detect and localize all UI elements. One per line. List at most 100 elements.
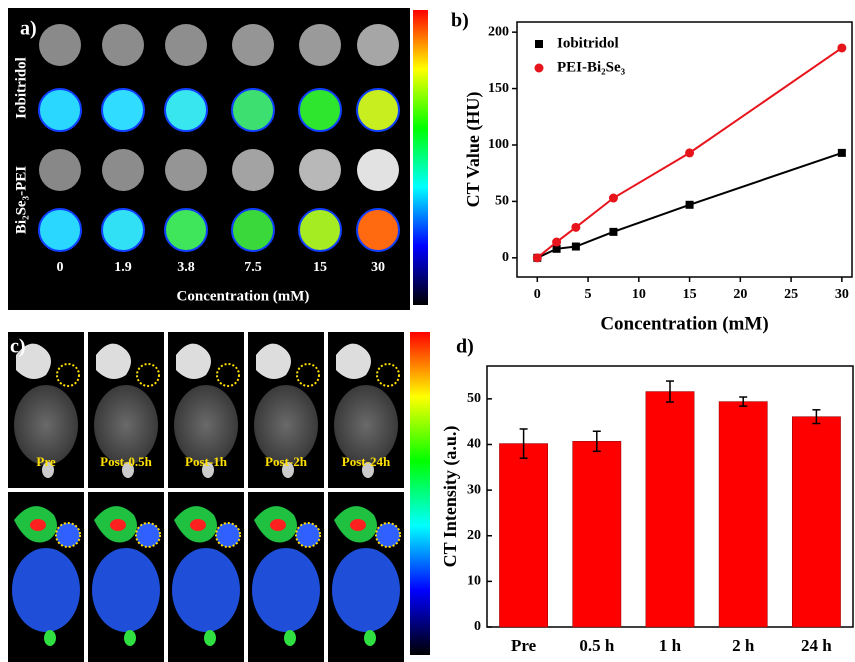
point	[533, 253, 542, 262]
y-tick-label: 50	[495, 194, 509, 209]
point	[686, 201, 694, 209]
legend-marker	[535, 40, 543, 48]
point	[837, 43, 846, 52]
phantom	[232, 209, 274, 251]
phantom	[39, 209, 81, 251]
y-tick-label: 0	[502, 250, 509, 265]
phantom	[357, 149, 399, 191]
point	[685, 148, 694, 157]
phantom	[232, 89, 274, 131]
phantom	[357, 209, 399, 251]
x-tick-label: 1 h	[659, 636, 682, 655]
panel-label: d)	[456, 336, 474, 358]
phantom	[39, 24, 81, 66]
y-tick-label: 30	[467, 482, 481, 497]
time-label: Post-0.5h	[100, 454, 152, 469]
point	[571, 223, 580, 232]
time-label: Post-24h	[342, 454, 391, 469]
hotspot	[190, 519, 206, 531]
point	[572, 243, 580, 251]
hotspot	[350, 519, 366, 531]
bar	[719, 402, 767, 627]
column-label: 0	[57, 260, 64, 275]
bladder	[124, 630, 136, 646]
phantom	[357, 24, 399, 66]
legend-label: PEI-Bi₂Se₃	[557, 59, 626, 75]
column-label: 1.9	[114, 260, 132, 275]
bar	[499, 444, 547, 627]
point	[609, 194, 618, 203]
legend-marker	[535, 64, 544, 73]
body	[12, 548, 80, 632]
bar	[573, 441, 621, 627]
phantom	[357, 89, 399, 131]
y-tick-label: 50	[467, 391, 481, 406]
body	[332, 548, 400, 632]
phantom	[299, 149, 341, 191]
body	[252, 548, 320, 632]
axis-label: Concentration (mM)	[177, 288, 310, 304]
hotspot	[110, 519, 126, 531]
x-tick-label: 10	[632, 287, 646, 302]
row-label: Iobitridol	[13, 57, 29, 119]
tumor-marker	[216, 523, 240, 547]
tumor-marker	[376, 523, 400, 547]
phantom	[102, 209, 144, 251]
panel-label: a)	[20, 18, 37, 40]
x-tick-label: 25	[784, 287, 798, 302]
phantom	[165, 209, 207, 251]
bar	[646, 392, 694, 627]
bladder	[44, 630, 56, 646]
column-label: 15	[313, 260, 327, 275]
bar	[792, 417, 840, 627]
time-label: Post-1h	[185, 454, 228, 469]
y-axis-label: CT Intensity (a.u.)	[440, 426, 461, 568]
x-tick-label: 20	[733, 287, 747, 302]
time-label: Pre	[36, 454, 55, 469]
y-axis-label: CT Value (HU)	[463, 92, 484, 208]
phantom	[102, 149, 144, 191]
phantom	[102, 89, 144, 131]
y-tick-label: 150	[488, 81, 509, 96]
phantom	[39, 149, 81, 191]
phantom	[102, 24, 144, 66]
tumor-marker	[296, 523, 320, 547]
phantom	[165, 89, 207, 131]
column-label: 7.5	[244, 260, 262, 275]
hotspot	[30, 519, 46, 531]
point	[838, 149, 846, 157]
x-tick-label: Pre	[511, 636, 537, 655]
y-tick-label: 200	[488, 24, 509, 39]
row-label: Bi₂Se₃-PEI	[13, 166, 29, 234]
body	[172, 548, 240, 632]
y-tick-label: 10	[467, 574, 481, 589]
y-tick-label: 0	[474, 619, 481, 634]
bladder	[204, 630, 216, 646]
legend-label: Iobitridol	[557, 35, 619, 51]
column-label: 30	[371, 260, 385, 275]
phantom	[299, 89, 341, 131]
hotspot	[270, 519, 286, 531]
colorbar	[410, 332, 430, 655]
x-tick-label: 2 h	[732, 636, 755, 655]
x-axis-label: Concentration (mM)	[600, 313, 768, 334]
colorbar	[413, 10, 428, 305]
panel-label: b)	[451, 10, 469, 32]
bladder	[284, 630, 296, 646]
y-tick-label: 100	[488, 137, 509, 152]
figure: a) Iobitridol Bi₂Se₃-PEI Concentration (…	[0, 0, 855, 662]
tumor-marker	[136, 523, 160, 547]
y-tick-label: 40	[467, 437, 481, 452]
y-tick-label: 20	[467, 528, 481, 543]
point	[609, 228, 617, 236]
phantom	[39, 89, 81, 131]
tumor-marker	[56, 523, 80, 547]
x-tick-label: 5	[585, 287, 592, 302]
bladder	[364, 630, 376, 646]
x-tick-label: 0	[534, 287, 541, 302]
column-label: 3.8	[177, 260, 195, 275]
x-tick-label: 0.5 h	[579, 636, 615, 655]
phantom	[232, 24, 274, 66]
phantom	[165, 24, 207, 66]
